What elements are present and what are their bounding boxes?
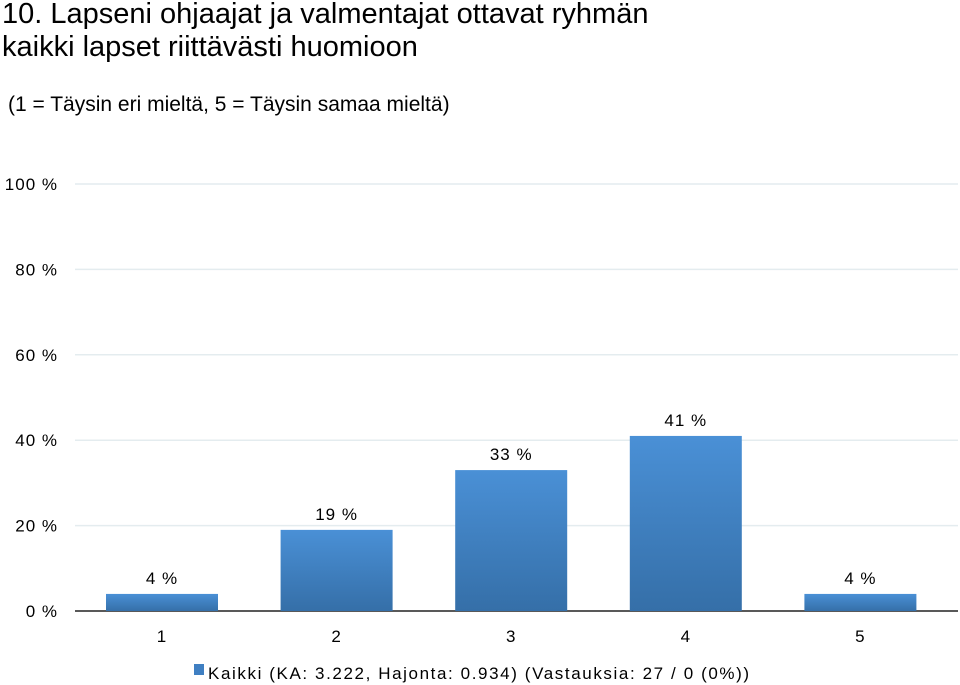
bar-2	[280, 529, 393, 611]
y-axis-ticks: 0 % 20 % 40 % 60 % 80 % 100 %	[5, 175, 58, 621]
x-tick-label: 5	[855, 627, 865, 646]
bar-1	[106, 593, 218, 611]
y-tick-label: 40 %	[15, 431, 58, 450]
x-tick-label: 3	[506, 627, 516, 646]
data-label: 19 %	[315, 505, 358, 524]
bars	[106, 435, 917, 611]
x-tick-label: 4	[681, 627, 691, 646]
data-labels: 4 % 19 % 33 % 41 % 4 %	[146, 411, 876, 588]
y-tick-label: 60 %	[15, 346, 58, 365]
y-tick-label: 20 %	[15, 517, 58, 536]
y-tick-label: 80 %	[15, 260, 58, 279]
x-tick-label: 2	[331, 627, 341, 646]
chart-subtitle: (1 = Täysin eri mieltä, 5 = Täysin samaa…	[8, 93, 450, 116]
x-tick-label: 1	[157, 627, 167, 646]
x-axis-ticks: 1 2 3 4 5	[157, 627, 865, 646]
data-label: 4 %	[844, 569, 876, 588]
data-label: 33 %	[490, 445, 533, 464]
data-label: 4 %	[146, 569, 178, 588]
title-line-1: 10. Lapseni ohjaajat ja valmentajat otta…	[2, 0, 649, 30]
legend: Kaikki (KA: 3.222, Hajonta: 0.934) (Vast…	[194, 664, 751, 683]
legend-label: Kaikki (KA: 3.222, Hajonta: 0.934) (Vast…	[208, 664, 751, 683]
bar-5	[804, 593, 917, 611]
bar-3	[455, 470, 568, 611]
bar-4	[629, 435, 742, 611]
y-tick-label: 0 %	[26, 602, 58, 621]
chart-title: 10. Lapseni ohjaajat ja valmentajat otta…	[2, 0, 648, 64]
legend-swatch	[194, 664, 204, 675]
data-label: 41 %	[664, 411, 707, 430]
y-tick-label: 100 %	[5, 175, 58, 194]
title-line-2: kaikki lapset riittävästi huomioon	[2, 31, 418, 63]
